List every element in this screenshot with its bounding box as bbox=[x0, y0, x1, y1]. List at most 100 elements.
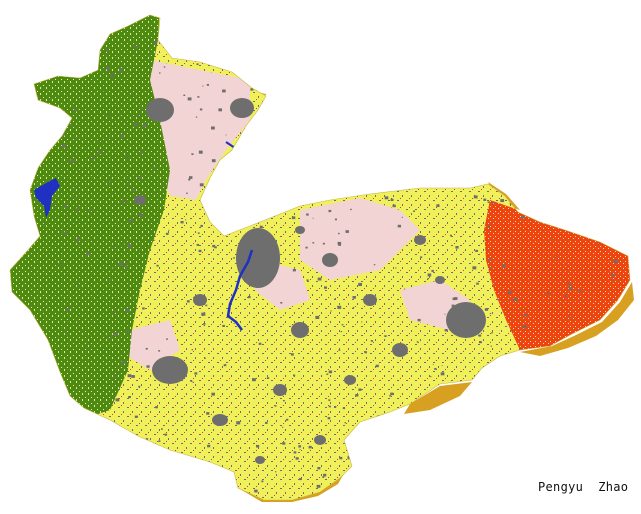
urban-speck bbox=[163, 66, 166, 68]
urban-speck bbox=[305, 246, 308, 249]
urban-speck bbox=[335, 145, 339, 149]
urban-speck bbox=[143, 205, 146, 208]
urban-speck bbox=[377, 124, 381, 128]
urban-speck bbox=[385, 108, 388, 111]
urban-speck bbox=[117, 463, 121, 467]
urban-speck bbox=[334, 106, 338, 109]
urban-speck bbox=[323, 473, 327, 477]
urban-speck bbox=[164, 433, 168, 436]
urban-speck bbox=[98, 151, 101, 154]
urban-speck bbox=[500, 168, 504, 171]
urban-speck bbox=[256, 279, 258, 282]
urban-speck bbox=[613, 259, 618, 263]
urban-speck bbox=[328, 209, 332, 213]
urban-speck bbox=[74, 137, 77, 140]
urban-speck bbox=[387, 100, 391, 104]
urban-speck bbox=[105, 49, 109, 52]
urban-speck bbox=[166, 338, 168, 340]
urban-speck bbox=[129, 439, 133, 443]
urban-speck bbox=[619, 46, 621, 48]
urban-speck bbox=[590, 180, 594, 183]
urban-speck bbox=[483, 84, 486, 86]
urban-speck bbox=[76, 286, 78, 289]
urban-speck bbox=[73, 109, 77, 112]
urban-speck bbox=[214, 246, 217, 249]
urban-speck bbox=[99, 142, 102, 144]
urban-speck bbox=[139, 213, 143, 217]
urban-speck bbox=[599, 148, 604, 152]
urban-patch bbox=[322, 253, 338, 267]
urban-speck bbox=[328, 370, 333, 374]
urban-speck bbox=[120, 134, 125, 138]
urban-speck bbox=[286, 418, 289, 421]
urban-speck bbox=[319, 112, 322, 114]
urban-speck bbox=[605, 121, 608, 123]
urban-speck bbox=[192, 381, 194, 383]
urban-speck bbox=[212, 244, 216, 248]
urban-speck bbox=[401, 216, 403, 218]
urban-patch bbox=[435, 276, 445, 284]
urban-speck bbox=[299, 477, 302, 481]
urban-speck bbox=[142, 307, 145, 310]
urban-speck bbox=[379, 460, 381, 462]
urban-speck bbox=[185, 219, 187, 221]
urban-speck bbox=[429, 440, 432, 442]
urban-speck bbox=[127, 244, 132, 248]
urban-speck bbox=[487, 225, 490, 228]
urban-speck bbox=[533, 411, 537, 415]
urban-speck bbox=[525, 117, 527, 119]
urban-speck bbox=[282, 164, 286, 167]
urban-speck bbox=[138, 385, 141, 388]
urban-speck bbox=[591, 179, 596, 183]
urban-speck bbox=[358, 282, 362, 286]
urban-speck bbox=[186, 300, 190, 303]
urban-speck bbox=[197, 232, 200, 234]
urban-speck bbox=[69, 401, 72, 404]
urban-speck bbox=[123, 190, 125, 192]
urban-speck bbox=[233, 257, 235, 259]
urban-speck bbox=[109, 180, 112, 183]
urban-speck bbox=[223, 364, 227, 367]
urban-speck bbox=[610, 161, 613, 163]
urban-speck bbox=[312, 217, 314, 219]
urban-speck bbox=[336, 63, 339, 66]
urban-speck bbox=[450, 49, 454, 53]
urban-speck bbox=[555, 256, 557, 258]
urban-speck bbox=[298, 445, 302, 448]
urban-patch bbox=[295, 226, 305, 234]
urban-speck bbox=[412, 422, 415, 425]
urban-speck bbox=[61, 133, 65, 136]
urban-speck bbox=[69, 406, 73, 409]
urban-patch bbox=[230, 98, 254, 118]
urban-speck bbox=[222, 89, 226, 93]
urban-speck bbox=[149, 108, 152, 111]
urban-speck bbox=[353, 487, 355, 489]
urban-speck bbox=[274, 405, 277, 407]
urban-speck bbox=[327, 78, 332, 82]
urban-speck bbox=[124, 265, 128, 268]
urban-speck bbox=[118, 262, 123, 266]
urban-speck bbox=[110, 74, 115, 78]
urban-speck bbox=[567, 357, 571, 361]
urban-speck bbox=[155, 406, 158, 409]
urban-speck bbox=[511, 393, 514, 395]
urban-speck bbox=[290, 353, 294, 356]
orchard-speckle bbox=[484, 200, 630, 352]
urban-speck bbox=[185, 459, 186, 461]
urban-speck bbox=[482, 51, 485, 53]
urban-speck bbox=[233, 151, 236, 154]
urban-speck bbox=[191, 153, 194, 155]
urban-speck bbox=[597, 276, 599, 278]
urban-speck bbox=[136, 115, 138, 117]
urban-speck bbox=[413, 210, 415, 212]
urban-speck bbox=[62, 325, 64, 326]
urban-speck bbox=[201, 312, 206, 316]
urban-speck bbox=[546, 446, 550, 450]
urban-speck bbox=[210, 40, 213, 42]
urban-speck bbox=[312, 81, 314, 83]
urban-speck bbox=[125, 308, 130, 312]
urban-speck bbox=[619, 141, 622, 143]
urban-speck bbox=[440, 165, 444, 169]
urban-speck bbox=[80, 333, 82, 335]
urban-speck bbox=[338, 349, 341, 351]
